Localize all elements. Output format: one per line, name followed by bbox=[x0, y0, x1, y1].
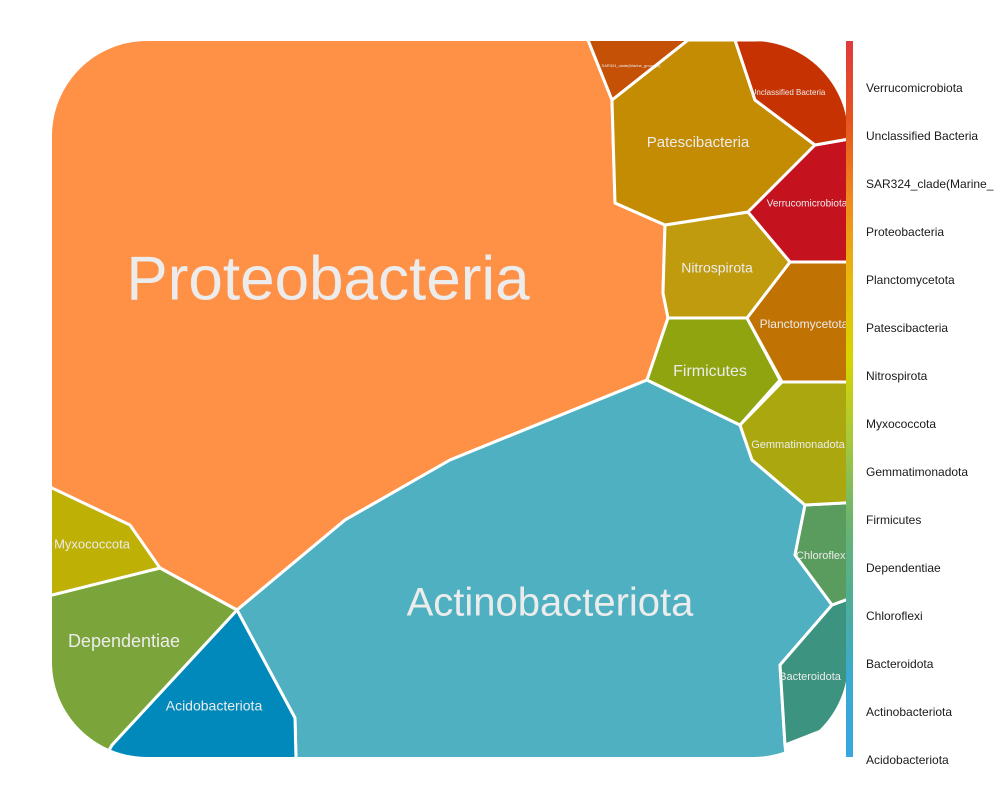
cell-label-myxococcota: Myxococcota bbox=[54, 536, 131, 551]
cell-label-chloroflexi: Chloroflexi bbox=[796, 550, 848, 562]
legend-label-sar324-clade-marine: SAR324_clade(Marine_ bbox=[866, 177, 994, 191]
cell-sar324-clade-marine-group-b bbox=[570, 41, 690, 102]
cell-label-firmicutes: Firmicutes bbox=[673, 363, 747, 380]
legend-label-gemmatimonadota: Gemmatimonadota bbox=[866, 465, 968, 479]
cell-label-dependentiae: Dependentiae bbox=[68, 631, 180, 651]
legend-label-dependentiae: Dependentiae bbox=[866, 561, 941, 575]
legend-label-verrucomicrobiota: Verrucomicrobiota bbox=[866, 81, 963, 95]
legend-label-firmicutes: Firmicutes bbox=[866, 513, 921, 527]
legend-label-unclassified-bacteria: Unclassified Bacteria bbox=[866, 129, 978, 143]
cell-label-verrucomicrobiota: Verrucomicrobiota bbox=[767, 199, 848, 210]
cell-unclassified-bacteria bbox=[733, 41, 848, 147]
cell-label-proteobacteria: Proteobacteria bbox=[126, 244, 530, 313]
cell-label-sar324-clade-marine-group-b: SAR324_clade(Marine_group_B) bbox=[602, 63, 662, 68]
cell-label-bacteroidota: Bacteroidota bbox=[779, 671, 842, 683]
legend: Verrucomicrobiota Unclassified Bacteria SA… bbox=[846, 41, 994, 767]
cell-verrucomicrobiota bbox=[746, 128, 848, 264]
cell-myxococcota bbox=[52, 478, 162, 597]
treemap-labels: Proteobacteria Actinobacteriota Acidobacte… bbox=[54, 63, 849, 714]
treemap-cells bbox=[52, 41, 848, 757]
cell-label-gemmatimonadota: Gemmatimonadota bbox=[751, 439, 845, 451]
legend-label-actinobacteriota: Actinobacteriota bbox=[866, 705, 952, 719]
cell-label-planctomycetota: Planctomycetota bbox=[760, 317, 849, 331]
legend-label-bacteroidota: Bacteroidota bbox=[866, 657, 934, 671]
cell-label-unclassified-bacteria: Unclassified Bacteria bbox=[751, 88, 826, 97]
cell-label-nitrospirota: Nitrospirota bbox=[681, 260, 753, 276]
legend-label-acidobacteriota: Acidobacteriota bbox=[866, 753, 949, 767]
legend-color-bar bbox=[846, 41, 853, 757]
legend-label-nitrospirota: Nitrospirota bbox=[866, 369, 928, 383]
cell-label-acidobacteriota: Acidobacteriota bbox=[166, 698, 263, 714]
legend-label-proteobacteria: Proteobacteria bbox=[866, 225, 944, 239]
legend-label-myxococcota: Myxococcota bbox=[866, 417, 936, 431]
cell-label-patescibacteria: Patescibacteria bbox=[647, 134, 750, 151]
legend-label-planctomycetota: Planctomycetota bbox=[866, 273, 955, 287]
legend-label-patescibacteria: Patescibacteria bbox=[866, 321, 948, 335]
legend-label-chloroflexi: Chloroflexi bbox=[866, 609, 923, 623]
cell-label-actinobacteriota: Actinobacteriota bbox=[407, 581, 695, 625]
